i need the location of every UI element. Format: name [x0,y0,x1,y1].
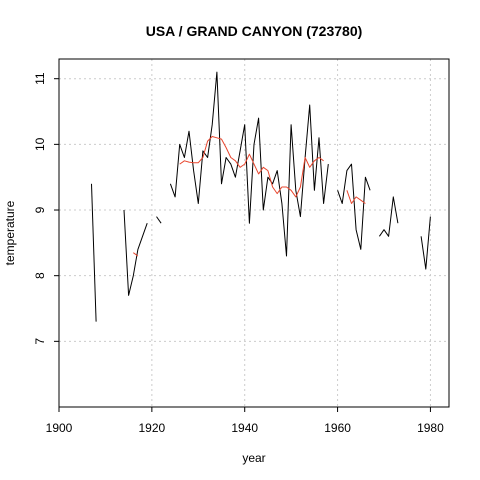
temperature-series-line [156,216,162,224]
y-axis-label: temperature [3,200,17,265]
chart-title: USA / GRAND CANYON (723780) [146,23,363,39]
smoothed-series-line [346,190,366,204]
temperature-series-line [420,216,431,270]
temperature-series-line [169,71,329,257]
x-tick-label: 1980 [417,421,444,435]
smoothed-series-line [133,252,139,257]
y-tick-label: 7 [33,338,47,345]
x-tick-label: 1940 [231,421,258,435]
plot-frame [58,58,450,408]
temperature-series-line [91,183,97,322]
temperature-series-line [378,196,399,237]
series-layer [91,71,431,322]
x-tick-label: 1920 [139,421,166,435]
temperature-series-line [337,163,371,250]
y-tick-label: 9 [33,206,47,213]
y-tick-label: 11 [33,72,47,85]
temperature-series-line [123,209,148,296]
x-axis-label: year [242,451,265,465]
axis-layer: 1900 1920 1940 1960 1980 7 8 9 10 11 [33,72,444,435]
x-tick-label: 1900 [46,421,73,435]
smoothed-series-line [179,136,324,198]
y-tick-label: 10 [33,137,47,151]
y-tick-label: 8 [33,272,47,279]
x-tick-label: 1960 [324,421,351,435]
